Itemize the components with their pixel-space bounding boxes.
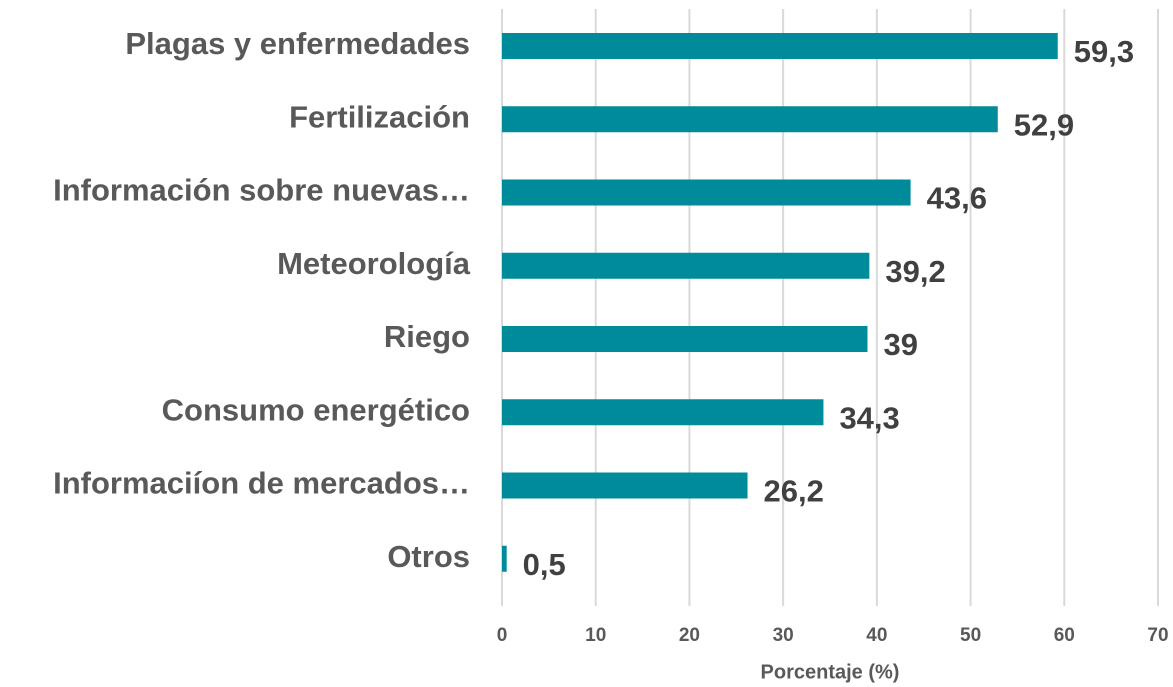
data-label: 0,5 bbox=[523, 547, 566, 582]
data-label: 43,6 bbox=[927, 181, 987, 216]
data-label: 59,3 bbox=[1074, 34, 1134, 69]
x-tick-label: 70 bbox=[1147, 625, 1168, 646]
y-tick-label: Otros bbox=[387, 539, 470, 574]
bar bbox=[502, 326, 868, 352]
y-tick-label: Meteorología bbox=[277, 246, 471, 281]
y-tick-label: Riego bbox=[384, 319, 470, 354]
y-tick-label: Plagas y enfermedades bbox=[125, 26, 470, 61]
data-label: 39 bbox=[883, 327, 917, 362]
y-tick-label: Informaciíon de mercados… bbox=[53, 466, 470, 501]
bar bbox=[502, 106, 998, 133]
bar bbox=[502, 399, 824, 426]
x-tick-label: 60 bbox=[1054, 625, 1075, 646]
x-tick-label: 30 bbox=[773, 625, 794, 646]
x-tick-label: 10 bbox=[585, 625, 606, 646]
bar bbox=[502, 252, 870, 279]
x-axis-title: Porcentaje (%) bbox=[761, 661, 900, 683]
bar bbox=[502, 33, 1058, 59]
data-label: 34,3 bbox=[839, 400, 899, 435]
y-tick-label: Información sobre nuevas… bbox=[53, 173, 470, 208]
data-label: 52,9 bbox=[1014, 107, 1074, 142]
data-label: 39,2 bbox=[885, 254, 945, 289]
bar bbox=[502, 545, 507, 572]
x-tick-label: 0 bbox=[497, 625, 508, 646]
bar bbox=[502, 472, 748, 499]
x-tick-label: 40 bbox=[866, 625, 887, 646]
x-tick-label: 20 bbox=[679, 625, 700, 646]
bar bbox=[502, 179, 911, 206]
data-label: 26,2 bbox=[764, 474, 824, 509]
y-tick-label: Consumo energético bbox=[162, 392, 470, 427]
x-tick-label: 50 bbox=[960, 625, 981, 646]
y-tick-label: Fertilización bbox=[289, 99, 470, 134]
